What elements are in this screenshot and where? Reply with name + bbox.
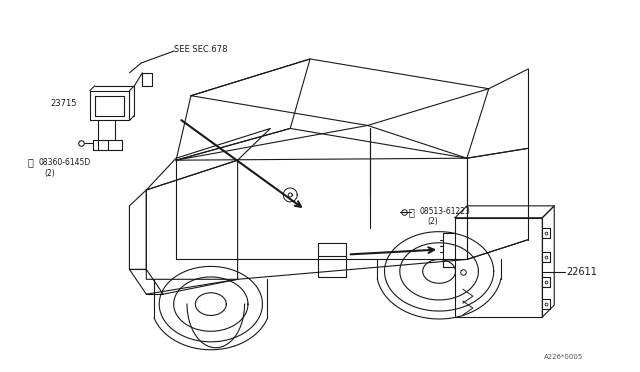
Text: 23715: 23715: [50, 99, 77, 108]
Text: 08513-61223: 08513-61223: [419, 207, 470, 216]
Text: 22611: 22611: [566, 267, 597, 278]
Text: Ⓝ: Ⓝ: [28, 157, 33, 167]
Text: 08360-6145D: 08360-6145D: [38, 158, 90, 167]
Text: SEE SEC.678: SEE SEC.678: [174, 45, 228, 54]
Text: (2): (2): [427, 217, 438, 226]
Text: (2): (2): [44, 169, 55, 177]
Text: Ⓝ: Ⓝ: [408, 207, 414, 217]
Text: A226*0005: A226*0005: [544, 354, 583, 360]
